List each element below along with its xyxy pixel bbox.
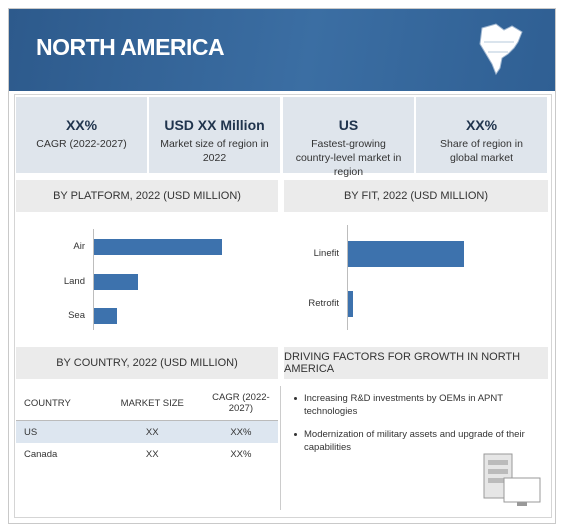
cell: XX: [145, 448, 159, 460]
kpi-label: Market size of region in 2022: [160, 138, 269, 164]
factor-item: Increasing R&D investments by OEMs in AP…: [292, 392, 542, 418]
section-title: BY FIT, 2022 (USD MILLION): [284, 180, 548, 212]
kpi-value: USD XX Million: [164, 117, 265, 133]
table-row: Canada XX XX%: [16, 443, 278, 465]
column-header: COUNTRY: [16, 386, 101, 421]
computer-icon: [483, 453, 541, 506]
category-label: Sea: [68, 310, 85, 321]
factor-list: Increasing R&D investments by OEMs in AP…: [292, 392, 542, 464]
kpi-card: XX% Share of region in global market: [416, 97, 547, 173]
kpi-card: US Fastest-growing country-level market i…: [283, 97, 414, 178]
bar: [94, 308, 117, 324]
fit-chart: Linefit Retrofit: [284, 215, 548, 340]
kpi-label: Fastest-growing country-level market in …: [295, 138, 402, 178]
section-title: BY COUNTRY, 2022 (USD MILLION): [16, 347, 278, 379]
frame: [8, 8, 556, 524]
cell: US: [24, 426, 38, 438]
cell: XX%: [230, 426, 252, 438]
category-label: Linefit: [313, 248, 339, 259]
bar: [348, 291, 353, 317]
kpi-label: CAGR (2022-2027): [36, 138, 127, 150]
kpi-label: Share of region in global market: [440, 138, 523, 164]
kpi-card: XX% CAGR (2022-2027): [16, 97, 147, 173]
country-table: COUNTRY MARKET SIZE CAGR (2022-2027) US …: [16, 386, 278, 465]
cell: XX: [145, 426, 159, 438]
category-label: Air: [73, 241, 85, 252]
kpi-value: XX%: [465, 117, 498, 133]
cell: XX%: [230, 448, 252, 460]
section-title: BY PLATFORM, 2022 (USD MILLION): [16, 180, 278, 212]
map-icon: [479, 23, 523, 76]
category-label: Retrofit: [308, 298, 339, 309]
factor-item: Modernization of military assets and upg…: [292, 428, 542, 454]
bar: [348, 241, 464, 267]
platform-chart: Air Land Sea: [16, 215, 278, 340]
divider: [280, 386, 281, 510]
axis-line: [347, 225, 348, 330]
column-header: MARKET SIZE: [100, 386, 204, 421]
cell: Canada: [24, 448, 58, 460]
axis-line: [93, 229, 94, 330]
bar: [94, 274, 138, 290]
kpi-value: XX%: [65, 117, 98, 133]
table-row: US XX XX%: [16, 420, 278, 443]
kpi-card: USD XX Million Market size of region in 2…: [149, 97, 280, 173]
content-frame: [14, 94, 552, 518]
bar: [94, 239, 222, 255]
kpi-value: US: [338, 117, 359, 133]
category-label: Land: [63, 276, 85, 287]
column-header: CAGR (2022-2027): [203, 386, 278, 421]
section-title: DRIVING FACTORS FOR GROWTH IN NORTH AMER…: [284, 347, 548, 379]
title: NORTH AMERICA: [36, 34, 225, 60]
table-header: COUNTRY MARKET SIZE CAGR (2022-2027): [16, 386, 278, 421]
header-band: [9, 9, 555, 91]
